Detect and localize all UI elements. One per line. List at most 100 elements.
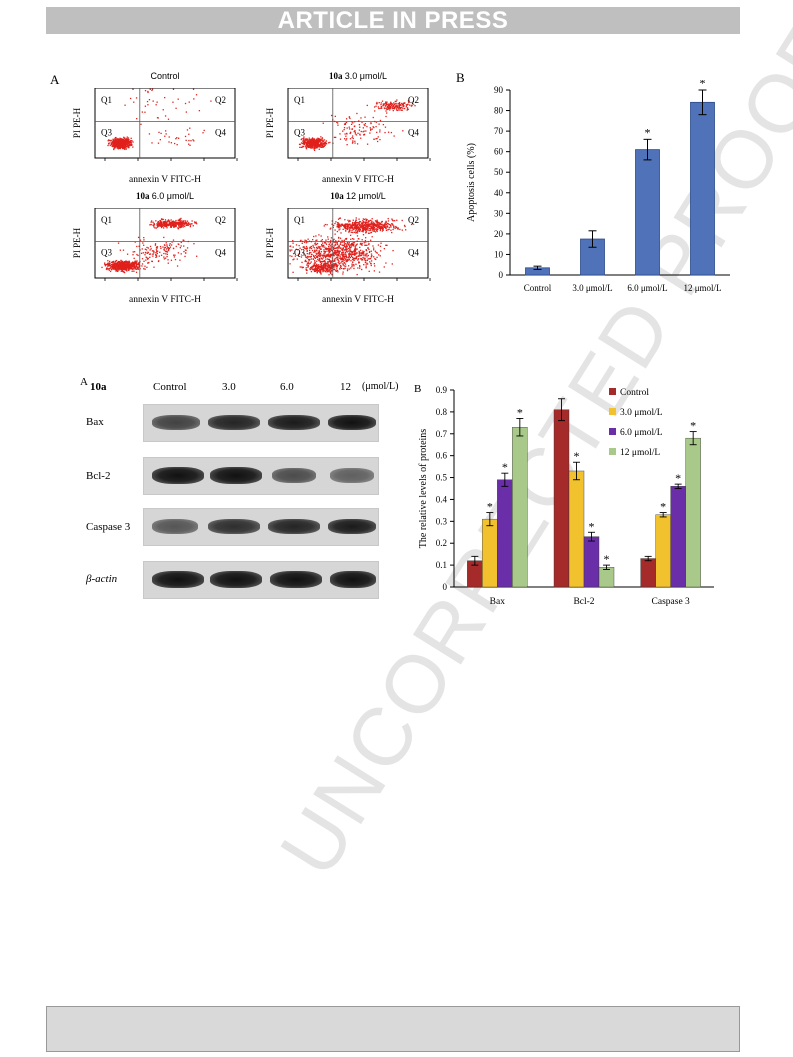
flow-event-dot (393, 105, 395, 107)
flow-event-dot (166, 225, 168, 228)
flow-event-dot (337, 122, 339, 124)
flow-event-dot (364, 229, 366, 231)
flow-event-dot (149, 256, 151, 258)
flow-event-dot (310, 247, 313, 250)
flow-event-dot (335, 270, 337, 272)
flow-event-dot (328, 258, 331, 261)
flow-event-dot (115, 142, 118, 144)
flow-event-dot (328, 261, 330, 263)
flow-event-dot (345, 251, 347, 254)
flow-event-dot (370, 231, 373, 234)
flow-event-dot (332, 253, 335, 256)
flow-event-dot (324, 260, 326, 263)
flow-event-dot (396, 219, 398, 221)
flow-event-dot (381, 221, 383, 223)
flow-event-dot (331, 223, 333, 225)
flow-event-dot (371, 218, 373, 220)
flow-event-dot (403, 102, 405, 104)
flow-event-dot (313, 264, 316, 266)
flow-event-dot (352, 122, 354, 124)
flow-event-dot (127, 264, 129, 266)
flow-event-dot (347, 244, 350, 246)
flow-event-dot (387, 217, 389, 220)
flow-event-dot (364, 259, 367, 261)
flow-event-dot (386, 101, 388, 103)
blot-col-control: Control (153, 381, 187, 393)
flow-event-dot (128, 263, 131, 266)
band (152, 415, 200, 430)
flow-event-dot (340, 232, 342, 234)
flow-event-dot (353, 267, 355, 270)
blot-col-6: 6.0 (280, 381, 294, 393)
flow-event-dot (131, 261, 133, 264)
flow-event-dot (353, 250, 355, 252)
flow-event-dot (186, 129, 189, 131)
flow-event-dot (358, 226, 360, 229)
flow-event-dot (352, 228, 355, 231)
flow-event-dot (407, 100, 410, 102)
flow-event-dot (359, 243, 362, 245)
flow-event-dot (373, 256, 375, 258)
flow-event-dot (313, 143, 315, 145)
flow-event-dot (302, 140, 304, 142)
article-in-press-banner: ARTICLE IN PRESS (46, 7, 740, 34)
flow-event-dot (313, 146, 316, 148)
flow-event-dot (156, 117, 159, 119)
flow-y-axis-label: PI PE-H (265, 107, 275, 138)
flow-event-dot (355, 257, 357, 259)
flow-event-dot (134, 260, 137, 262)
flow-event-dot (368, 232, 370, 234)
flow-event-dot (185, 249, 187, 251)
flow-event-dot (378, 254, 380, 256)
flow-event-dot (343, 253, 345, 256)
flow-event-dot (345, 248, 348, 250)
flow-event-dot (303, 145, 305, 148)
blot-row-bcl2: Bcl-2 (86, 470, 111, 482)
flow-event-dot (385, 105, 387, 107)
flow-event-dot (331, 220, 333, 222)
flow-event-dot (117, 146, 120, 149)
flow-event-dot (369, 224, 372, 226)
flow-event-dot (356, 224, 358, 227)
flow-event-dot (323, 254, 325, 256)
flow-event-dot (329, 260, 331, 262)
bar (598, 567, 615, 588)
flow-event-dot (374, 250, 377, 252)
flow-event-dot (338, 244, 340, 247)
flow-event-dot (370, 239, 372, 241)
flow-event-dot (113, 262, 116, 264)
flow-event-dot (375, 105, 377, 107)
flow-event-dot (133, 267, 136, 269)
y-tick-label: 90 (494, 85, 504, 95)
flow-event-dot (153, 252, 155, 254)
flow-event-dot (373, 138, 375, 140)
flow-event-dot (379, 107, 381, 109)
flow-event-dot (346, 227, 348, 229)
flow-event-dot (402, 107, 404, 110)
flow-event-dot (195, 94, 198, 96)
flow-event-dot (122, 249, 125, 251)
flow-event-dot (152, 253, 154, 255)
flow-event-dot (134, 268, 136, 270)
flow-event-dot (320, 240, 322, 242)
flow-event-dot (350, 231, 352, 233)
flow-event-dot (377, 228, 379, 231)
flow-plot-title: 10a 6.0 μmol/L (80, 191, 250, 201)
flow-event-dot (373, 222, 375, 224)
flow-event-dot (125, 148, 127, 150)
flow-event-dot (313, 139, 315, 142)
flow-event-dot (314, 242, 316, 245)
flow-event-dot (321, 269, 324, 271)
flow-event-dot (148, 261, 150, 264)
flow-plot-title-compound: 10a (329, 71, 345, 81)
flow-event-dot (358, 230, 360, 233)
flow-event-dot (114, 142, 116, 144)
flow-event-dot (385, 226, 387, 228)
flow-event-dot (295, 248, 298, 250)
flow-event-dot (186, 247, 189, 249)
flow-event-dot (334, 222, 336, 225)
flow-event-dot (304, 139, 306, 141)
flow-event-dot (359, 221, 362, 223)
flow-event-dot (379, 223, 382, 225)
flow-event-dot (340, 258, 342, 261)
